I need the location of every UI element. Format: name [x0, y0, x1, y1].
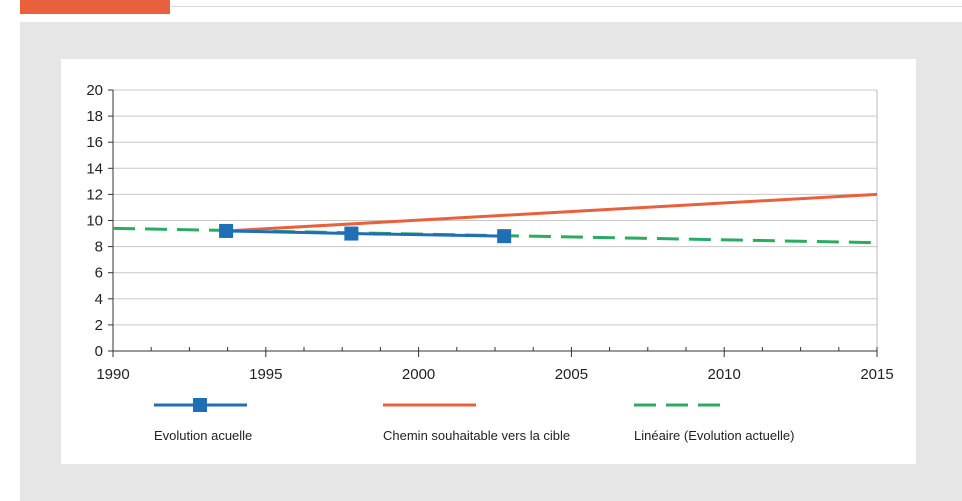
series-line-0 [226, 229, 505, 238]
x-tick-label: 2010 [708, 366, 741, 383]
header-rule [170, 6, 962, 7]
x-tick-label: 2000 [402, 366, 435, 383]
x-tick-label: 2015 [860, 366, 893, 383]
y-tick-label: 12 [86, 186, 103, 203]
y-tick-label: 16 [86, 134, 103, 151]
y-tick-label: 2 [95, 317, 103, 334]
legend-swatch-marker [193, 398, 207, 412]
legend-label-1: Chemin souhaitable vers la cible [383, 428, 570, 443]
y-axis-ticks: 0 2 4 6 8 10 12 14 16 18 20 [86, 82, 113, 360]
legend: Evolution acuelle Chemin souhaitable vers… [154, 398, 794, 443]
series-line-1 [225, 192, 878, 233]
x-tick-label: 1995 [249, 366, 282, 383]
x-tick-label: 1990 [96, 366, 129, 383]
y-tick-label: 10 [86, 213, 103, 230]
y-tick-label: 14 [86, 160, 103, 177]
y-tick-label: 8 [95, 239, 103, 256]
x-axis-ticks: 1990 1995 2000 2005 2010 2015 [96, 347, 894, 383]
data-point-marker [344, 226, 359, 241]
grid [113, 89, 877, 326]
series-layer [112, 192, 878, 245]
data-point-marker [219, 223, 234, 238]
legend-label-0: Evolution acuelle [154, 428, 252, 443]
y-tick-label: 4 [95, 291, 103, 308]
y-tick-label: 6 [95, 265, 103, 282]
chart-card [61, 59, 916, 464]
y-tick-label: 18 [86, 108, 103, 125]
x-tick-label: 2005 [555, 366, 588, 383]
data-point-marker [497, 229, 512, 244]
header-accent-bar [20, 0, 170, 14]
y-tick-label: 20 [86, 82, 103, 99]
y-tick-label: 0 [95, 343, 103, 360]
legend-label-2: Linéaire (Evolution actuelle) [634, 428, 794, 443]
